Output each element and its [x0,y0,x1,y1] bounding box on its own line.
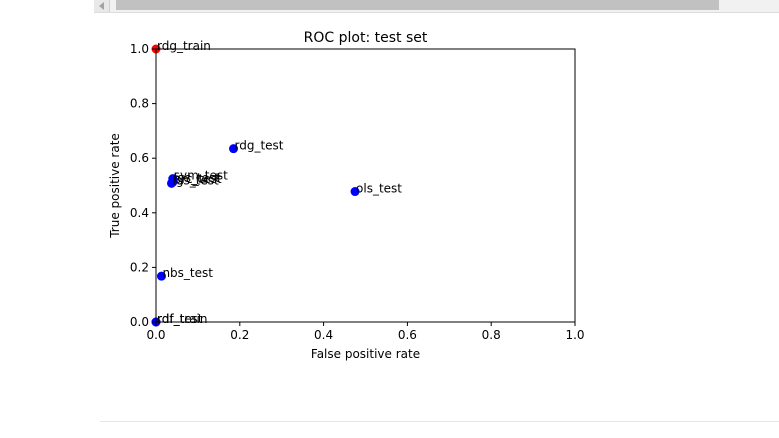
chart-title: ROC plot: test set [304,30,428,46]
point-label: nbs_test [162,266,213,280]
y-tick-label: 0.0 [130,315,149,329]
x-tick-label: 0.8 [482,328,501,342]
scrollbar-thumb[interactable] [116,0,719,10]
y-tick-label: 0.4 [130,206,149,220]
y-tick-label: 1.0 [130,42,149,56]
x-tick-label: 0.2 [230,328,249,342]
x-tick-label: 0.0 [146,328,165,342]
data-point [167,178,177,188]
x-tick-label: 1.0 [565,328,584,342]
point-label: lgs_test [174,171,221,185]
data-point [156,271,166,281]
horizontal-scrollbar[interactable] [94,0,779,13]
y-axis-label: True positive rate [108,133,122,239]
point-label: rdf_test [157,312,203,326]
point-label: rdg_train [157,39,211,53]
scroll-left-arrow-icon [99,2,104,10]
point-label: ols_test [356,182,402,196]
data-point [350,187,360,197]
point-label: lgs_test [173,173,220,187]
data-point [229,144,239,154]
scroll-left-button[interactable] [94,0,110,12]
point-label: svm_test [174,169,228,183]
point-label: prc_test [174,172,222,186]
y-axis: 0.0 0.2 0.4 0.6 0.8 1.0 [130,42,156,329]
x-tick-label: 0.6 [398,328,417,342]
y-tick-label: 0.8 [130,97,149,111]
x-tick-label: 0.4 [314,328,333,342]
x-axis: 0.0 0.2 0.4 0.6 0.8 1.0 [146,322,585,342]
output-divider [100,421,779,422]
points-layer: rdg_trainrdf_trainrdf_testrdg_testols_te… [151,39,402,327]
y-tick-label: 0.2 [130,260,149,274]
y-tick-label: 0.6 [130,151,149,165]
plot-frame [155,48,576,323]
point-label: rdg_test [235,139,284,153]
x-axis-label: False positive rate [311,347,420,361]
